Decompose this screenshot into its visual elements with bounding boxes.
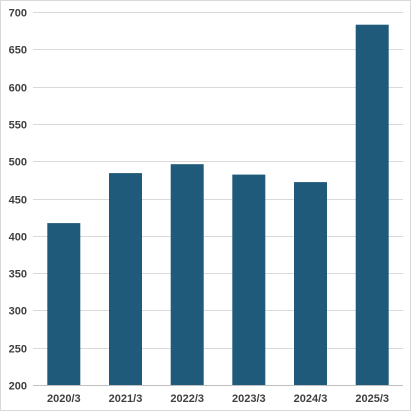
- x-tick-label: 2022/3: [170, 393, 204, 405]
- grid-lines: [33, 12, 403, 349]
- y-tick-label: 450: [9, 195, 27, 207]
- x-tick-label: 2020/3: [47, 393, 81, 405]
- y-tick-label: 700: [9, 8, 27, 20]
- x-tick-label: 2024/3: [294, 393, 328, 405]
- bar-2025-3: [355, 24, 389, 385]
- bar-2024-3: [294, 182, 327, 385]
- y-tick-label: 400: [9, 232, 27, 244]
- bars: [47, 24, 389, 385]
- x-tick-label: 2023/3: [232, 393, 266, 405]
- x-tick-label: 2021/3: [109, 393, 143, 405]
- y-tick-labels: 200 250 300 350 400 450 500 550 600 650 700: [9, 8, 27, 393]
- y-tick-label: 200: [9, 381, 27, 393]
- y-tick-label: 550: [9, 120, 27, 132]
- bar-2022-3: [170, 164, 204, 385]
- bar-2020-3: [47, 223, 81, 385]
- y-tick-label: 300: [9, 306, 27, 318]
- y-tick-label: 350: [9, 269, 27, 281]
- bar-2023-3: [232, 174, 266, 385]
- y-tick-label: 600: [9, 83, 27, 95]
- x-tick-labels: 2020/3 2021/3 2022/3 2023/3 2024/3 2025/3: [47, 393, 389, 405]
- y-tick-label: 500: [9, 157, 27, 169]
- bar-2021-3: [109, 173, 142, 385]
- x-tick-label: 2025/3: [355, 393, 389, 405]
- y-tick-label: 650: [9, 45, 27, 57]
- y-tick-label: 250: [9, 344, 27, 356]
